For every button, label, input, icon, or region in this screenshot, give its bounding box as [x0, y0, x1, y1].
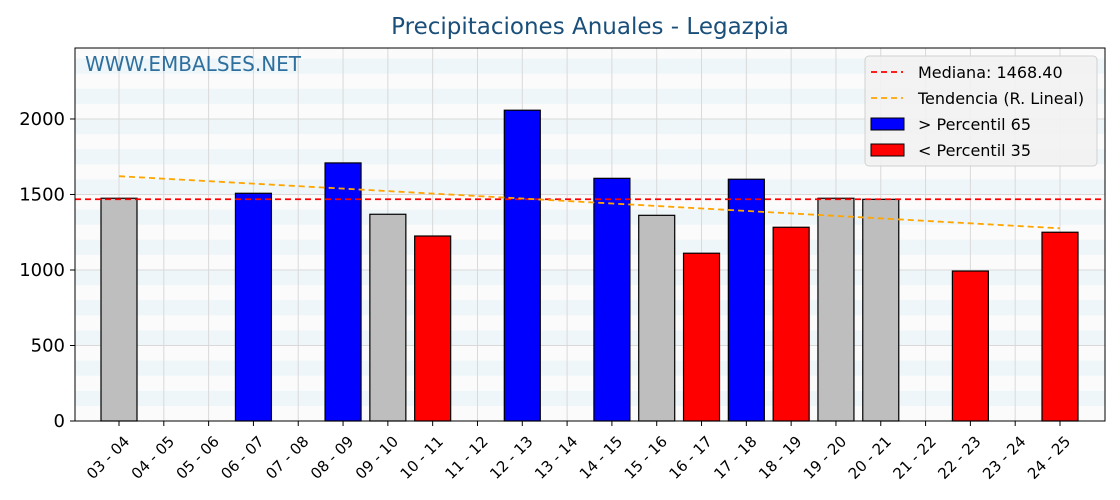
- bar-08-09: [324, 162, 362, 422]
- y-tick-label: 500: [31, 335, 65, 356]
- x-tick-label: 04 - 05: [128, 433, 178, 483]
- x-tick-label: 06 - 07: [217, 433, 267, 483]
- x-tick-label: 21 - 22: [890, 433, 940, 483]
- x-tick-label: 24 - 25: [1024, 433, 1074, 483]
- x-tick-label: 10 - 11: [397, 433, 447, 483]
- bar-20-21: [862, 198, 900, 422]
- x-tick-label: 09 - 10: [352, 433, 402, 483]
- bar-24-25: [1041, 231, 1079, 422]
- x-tick-label: 05 - 06: [173, 433, 223, 483]
- x-tick-label: 03 - 04: [83, 433, 133, 483]
- legend: Mediana: 1468.40 Tendencia (R. Lineal) > …: [864, 55, 1098, 167]
- x-tick-label: 16 - 17: [665, 433, 715, 483]
- x-tick-label: 23 - 24: [979, 433, 1029, 483]
- x-tick-label: 19 - 20: [800, 433, 850, 483]
- x-tick-label: 12 - 13: [486, 433, 536, 483]
- x-tick-label: 20 - 21: [845, 433, 895, 483]
- x-tick-label: 08 - 09: [307, 433, 357, 483]
- legend-high-label: > Percentil 65: [918, 115, 1031, 134]
- watermark: WWW.EMBALSES.NET: [85, 52, 302, 76]
- bar-19-20: [817, 197, 855, 422]
- bar-14-15: [593, 177, 631, 422]
- legend-box: [864, 55, 1098, 167]
- bar-10-11: [414, 235, 452, 422]
- background-stripe: [75, 330, 1105, 346]
- x-tick-label: 18 - 19: [755, 433, 805, 483]
- background-stripe: [75, 239, 1105, 255]
- x-tick-label: 17 - 18: [710, 433, 760, 483]
- legend-high-swatch: [870, 117, 905, 131]
- x-tick-label: 13 - 14: [531, 433, 581, 483]
- x-tick-label: 15 - 16: [621, 433, 671, 483]
- bar-22-23: [951, 270, 989, 422]
- legend-low-swatch: [870, 143, 905, 157]
- x-tick-label: 11 - 12: [441, 433, 491, 483]
- background-stripe: [75, 88, 1105, 104]
- background-stripe: [75, 149, 1105, 165]
- trend-line: [118, 175, 1061, 230]
- background-stripe: [75, 118, 1105, 135]
- y-tick-label: 1000: [19, 260, 65, 281]
- x-tick-label: 14 - 15: [576, 433, 626, 483]
- x-tick-label: 07 - 08: [262, 433, 312, 483]
- y-tick-label: 2000: [19, 109, 65, 130]
- bar-03-04: [100, 197, 138, 422]
- plot-frame: [74, 47, 1106, 422]
- background-stripe: [75, 300, 1105, 316]
- legend-trend-label: Tendencia (R. Lineal): [917, 89, 1084, 108]
- background-stripe: [75, 360, 1105, 376]
- bar-15-16: [638, 214, 676, 422]
- bar-06-07: [234, 192, 273, 422]
- bar-18-19: [772, 226, 810, 422]
- y-tick-label: 1500: [19, 184, 65, 205]
- background-stripe: [75, 269, 1105, 286]
- legend-low-label: < Percentil 35: [918, 141, 1031, 160]
- bar-16-17: [682, 252, 721, 422]
- chart-title: Precipitaciones Anuales - Legazpia: [391, 14, 789, 40]
- background-stripe: [75, 58, 1105, 74]
- bar-17-18: [727, 178, 765, 422]
- bar-12-13: [503, 109, 541, 422]
- bar-09-10: [369, 213, 407, 422]
- background-stripe: [75, 390, 1105, 406]
- y-tick-label: 0: [54, 411, 65, 432]
- legend-median-label: Mediana: 1468.40: [918, 63, 1063, 82]
- x-tick-label: 22 - 23: [934, 433, 984, 483]
